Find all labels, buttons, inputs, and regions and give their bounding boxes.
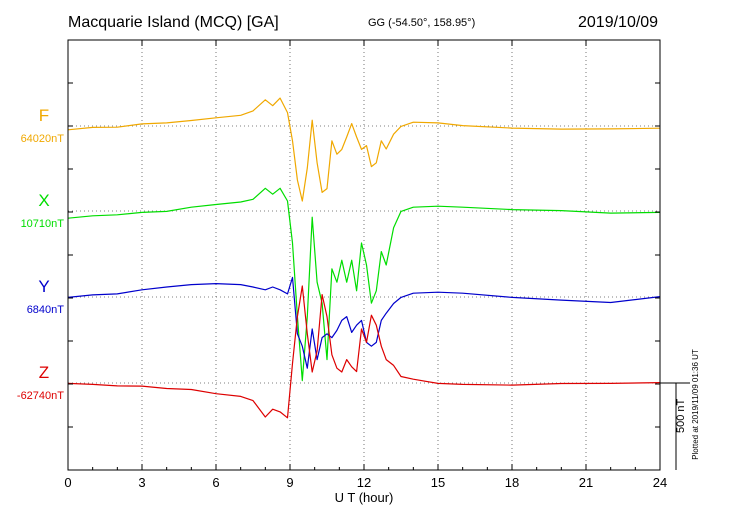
series-F-line	[67, 97, 661, 202]
series-Y-line	[67, 276, 661, 369]
x-axis-ticks: 0 3 6 9 12 15 18 21 24	[64, 40, 667, 490]
series-Y-label: Y	[38, 277, 50, 296]
series-Z-line	[67, 285, 661, 419]
grid	[68, 40, 660, 470]
x-tick-label: 3	[138, 475, 145, 490]
x-tick-label: 9	[286, 475, 293, 490]
series-F-baseline: 64020nT	[20, 133, 64, 145]
series-X-baseline: 10710nT	[20, 218, 64, 230]
x-tick-label: 21	[579, 475, 593, 490]
date-label: 2019/10/09	[578, 14, 659, 31]
x-tick-label: 18	[505, 475, 519, 490]
frame	[67, 39, 690, 471]
series-layer	[67, 97, 661, 419]
plotted-timestamp: Plotted at 2019/11/09 01:36 UT	[690, 349, 700, 460]
x-tick-label: 24	[653, 475, 667, 490]
series-X-label: X	[38, 191, 50, 210]
series-F-label: F	[38, 106, 50, 125]
series-Z-baseline: -62740nT	[16, 390, 64, 402]
x-axis-label: U T (hour)	[335, 490, 394, 505]
x-tick-label: 12	[357, 475, 371, 490]
x-tick-label: 6	[212, 475, 219, 490]
series-Y-baseline: 6840nT	[26, 304, 64, 316]
series-X-line	[67, 187, 661, 382]
station-title: Macquarie Island (MCQ) [GA]	[68, 14, 279, 31]
x-tick-label: 0	[64, 475, 71, 490]
series-Z-label: Z	[38, 363, 50, 382]
coordinates-label: GG (-54.50°, 158.95°)	[368, 17, 476, 29]
x-tick-label: 15	[431, 475, 445, 490]
